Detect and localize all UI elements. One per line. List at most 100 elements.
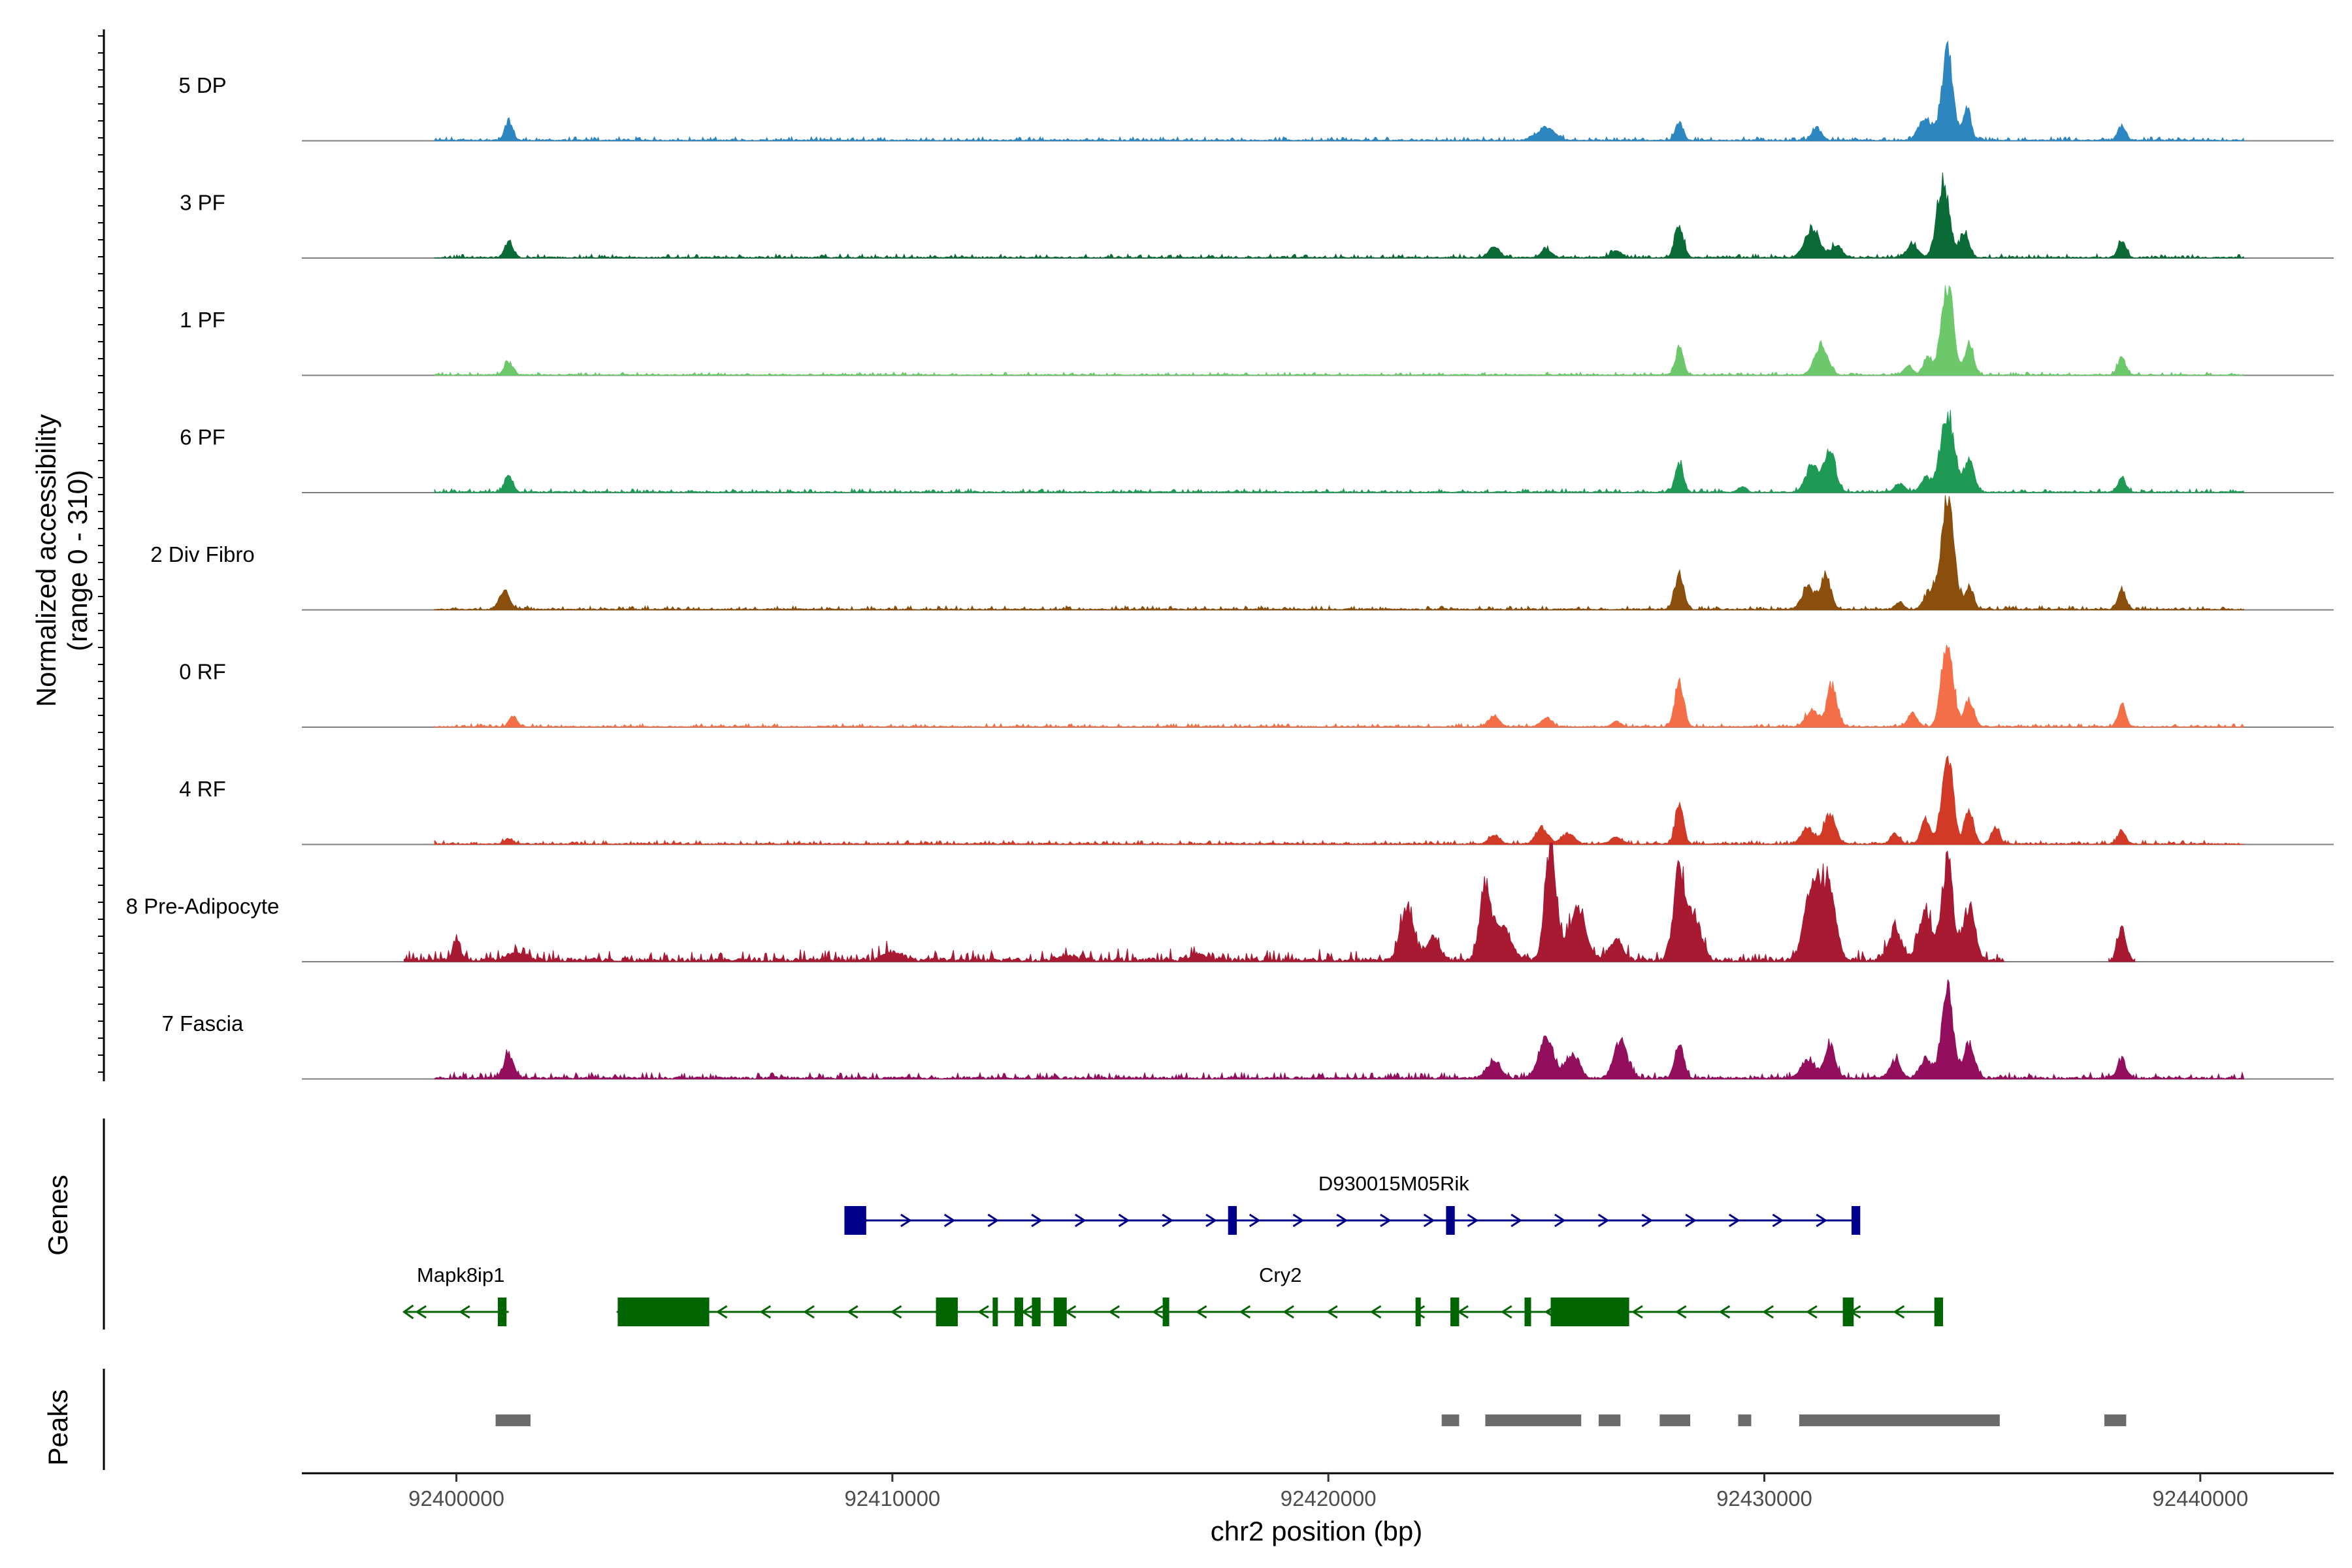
strand-arrow	[759, 1305, 772, 1319]
exon	[1851, 1206, 1861, 1235]
strand-arrow	[1816, 1213, 1828, 1228]
y-axis-title-line: (range 0 - 310)	[62, 470, 93, 651]
gene-label: Cry2	[1259, 1264, 1301, 1286]
track-label: 4 RF	[179, 777, 226, 801]
genes-panel: D930015M05Rik Mapk8ip1 Cry2	[103, 1119, 1944, 1330]
exon	[1842, 1298, 1854, 1326]
coverage-area	[434, 755, 2246, 845]
track-7-fascia: 7 Fascia	[162, 979, 2334, 1081]
gene-label: D930015M05Rik	[1318, 1172, 1469, 1195]
peak-region	[1659, 1414, 1691, 1426]
peaks-panel-title: Peaks	[42, 1390, 73, 1466]
strand-arrow	[847, 1305, 858, 1319]
track-label: 1 PF	[180, 308, 225, 332]
strand-arrow	[1597, 1213, 1610, 1228]
exon	[1053, 1298, 1067, 1326]
peak-region	[1598, 1414, 1621, 1426]
coverage-area	[404, 842, 2136, 963]
exon	[1228, 1206, 1237, 1235]
track-3-pf: 3 PF	[180, 172, 2334, 259]
strand-arrow	[890, 1305, 902, 1319]
track-label: 8 Pre-Adipocyte	[126, 894, 280, 919]
peak-region	[495, 1414, 531, 1426]
peak-region	[1441, 1414, 1460, 1426]
strand-arrow	[1728, 1213, 1740, 1228]
track-5-dp: 5 DP	[178, 40, 2334, 142]
strand-arrow	[1467, 1213, 1479, 1228]
exon	[992, 1298, 998, 1326]
strand-arrow	[1718, 1305, 1731, 1319]
strand-arrow	[1108, 1305, 1120, 1319]
x-tick-label: 92400000	[408, 1486, 504, 1511]
exon	[1450, 1298, 1460, 1326]
strand-arrow	[1413, 1305, 1426, 1319]
coverage-area	[434, 410, 2245, 494]
strand-arrow	[1152, 1305, 1164, 1319]
peak-region	[2104, 1414, 2127, 1426]
x-tick-label: 92430000	[1716, 1486, 1812, 1511]
strand-arrow	[1118, 1213, 1130, 1228]
strand-arrow	[1674, 1305, 1687, 1319]
y-axis-title: Normalized accessibility(range 0 - 310)	[31, 414, 93, 707]
strand-arrow	[1282, 1305, 1294, 1319]
coverage-area	[434, 285, 2245, 376]
strand-arrow	[1205, 1213, 1217, 1228]
track-8-pre-adipocyte: 8 Pre-Adipocyte	[126, 842, 2334, 963]
strand-arrow	[943, 1213, 956, 1228]
x-tick-label: 92410000	[844, 1486, 940, 1511]
strand-arrow	[1195, 1305, 1207, 1319]
gene-d930015m05rik: D930015M05Rik	[844, 1172, 1861, 1235]
exon	[1014, 1298, 1024, 1326]
track-1-pf: 1 PF	[180, 285, 2334, 376]
peak-region	[1738, 1414, 1752, 1426]
strand-arrow	[459, 1305, 470, 1319]
coverage-area	[434, 644, 2245, 728]
track-6-pf: 6 PF	[180, 410, 2334, 494]
exon	[1934, 1298, 1944, 1326]
exon	[1415, 1298, 1421, 1326]
exon	[1162, 1298, 1169, 1326]
track-label: 7 Fascia	[162, 1011, 244, 1036]
coverage-tracks: 5 DP 3 PF 1 PF 6 PF 2 Div Fibro 0 RF 4 RF 8 Pre…	[126, 40, 2334, 1081]
x-tick-label: 92440000	[2152, 1486, 2248, 1511]
y-axis-title-line: Normalized accessibility	[31, 414, 61, 707]
strand-arrow	[1762, 1305, 1774, 1319]
gene-label: Mapk8ip1	[417, 1264, 504, 1286]
track-label: 2 Div Fibro	[150, 542, 255, 566]
track-2-div-fibro: 2 Div Fibro	[150, 495, 2334, 611]
exon	[1550, 1298, 1629, 1326]
coverage-area	[434, 172, 2245, 259]
gene-cry2: Cry2	[615, 1264, 1944, 1326]
strand-arrow	[715, 1305, 728, 1319]
strand-arrow	[1292, 1213, 1305, 1228]
strand-arrow	[1501, 1305, 1512, 1319]
x-tick-label: 92420000	[1281, 1486, 1377, 1511]
exon	[1524, 1298, 1531, 1326]
track-4-rf: 4 RF	[179, 755, 2334, 845]
track-label: 0 RF	[179, 660, 226, 684]
gene-mapk8ip1: Mapk8ip1	[402, 1264, 509, 1326]
track-0-rf: 0 RF	[179, 644, 2334, 728]
strand-arrow	[1369, 1305, 1382, 1319]
x-axis-title: chr2 position (bp)	[1211, 1516, 1423, 1546]
strand-arrow	[803, 1305, 815, 1319]
strand-arrow	[1380, 1213, 1392, 1228]
peak-region	[1799, 1414, 2000, 1426]
strand-arrow	[1641, 1213, 1654, 1228]
exon	[1446, 1206, 1455, 1235]
peak-region	[1485, 1414, 1582, 1426]
coverage-area	[434, 979, 2245, 1081]
track-label: 3 PF	[180, 191, 225, 215]
peaks-panel	[103, 1369, 2127, 1470]
strand-arrow	[987, 1213, 1000, 1228]
strand-arrow	[1336, 1213, 1348, 1228]
strand-arrow	[1685, 1213, 1697, 1228]
track-label: 5 DP	[178, 73, 226, 97]
strand-arrow	[1423, 1213, 1435, 1228]
strand-arrow	[1554, 1213, 1566, 1228]
x-axis: 92400000 92410000 92420000 92430000 92440000	[302, 1472, 2334, 1511]
strand-arrow	[1893, 1305, 1905, 1319]
coverage-area	[434, 495, 2245, 611]
strand-arrow	[415, 1305, 427, 1319]
